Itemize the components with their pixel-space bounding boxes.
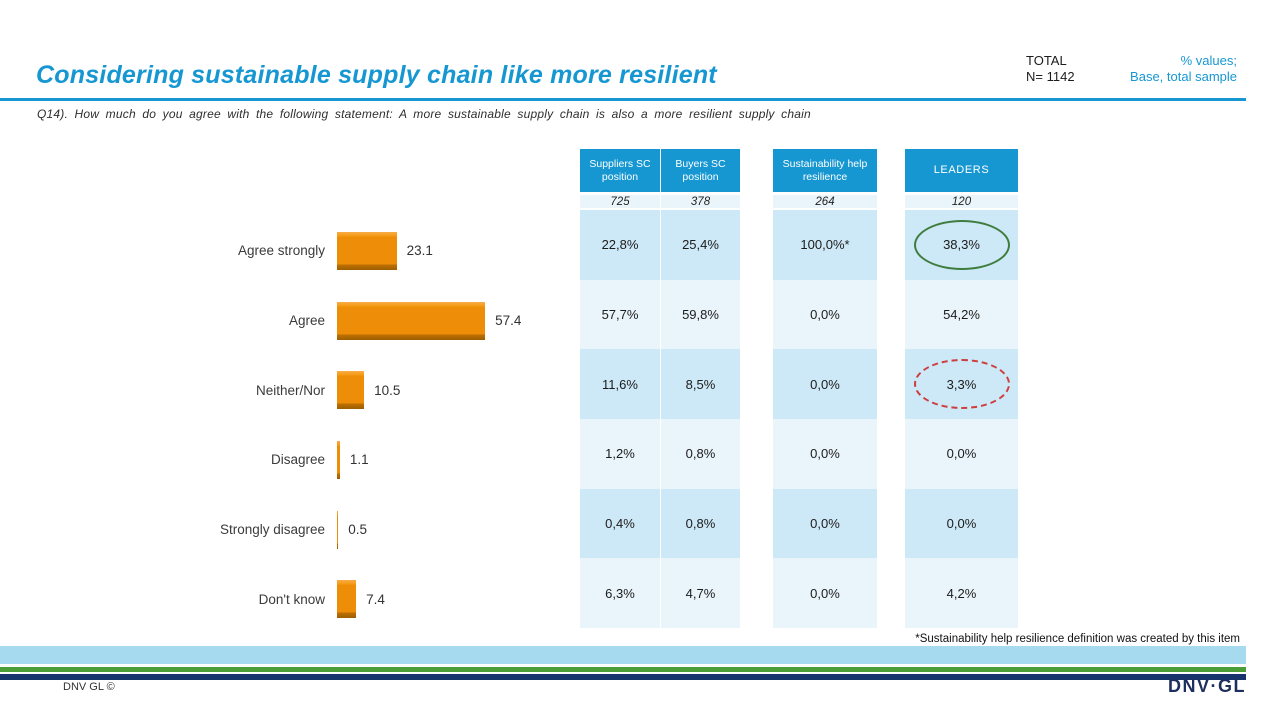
column-header: Buyers SC position xyxy=(661,149,740,192)
bar-strongly-disagree xyxy=(337,510,339,549)
bar-dont-know xyxy=(337,580,357,619)
total-label: TOTAL xyxy=(1026,53,1067,68)
bar-agree-strongly xyxy=(337,231,397,270)
column-buyers: Buyers SC position 378 25,4% 59,8% 8,5% … xyxy=(661,149,740,629)
table-cell: 3,3% xyxy=(905,349,1018,420)
bar-agree xyxy=(337,301,486,340)
column-header: Sustainability help resilience xyxy=(773,149,877,192)
table-cell: 59,8% xyxy=(661,279,740,350)
table-cell: 0,4% xyxy=(580,488,660,559)
chart-row-dont-know: Don't know 7.4 xyxy=(0,564,570,634)
table-cell: 0,0% xyxy=(773,279,877,350)
footer-band-lightblue xyxy=(0,646,1246,664)
chart-row-agree-strongly: Agree strongly 23.1 xyxy=(0,216,570,286)
table-cell: 8,5% xyxy=(661,349,740,420)
column-cells: 100,0%* 0,0% 0,0% 0,0% 0,0% 0,0% xyxy=(773,210,877,629)
column-base-n: 378 xyxy=(661,195,740,208)
table-cell: 0,0% xyxy=(773,419,877,489)
category-label: Don't know xyxy=(258,591,325,607)
footer-band-green xyxy=(0,667,1246,672)
column-suppliers: Suppliers SC position 725 22,8% 57,7% 11… xyxy=(580,149,660,629)
column-cells: 38,3% 54,2% 3,3% 0,0% 0,0% 4,2% xyxy=(905,210,1018,629)
column-leaders: LEADERS 120 38,3% 54,2% 3,3% 0,0% 0,0% 4… xyxy=(905,149,1018,629)
category-label: Agree xyxy=(288,313,325,329)
table-cell: 1,2% xyxy=(580,419,660,489)
bar-value-label: 10.5 xyxy=(374,382,401,398)
values-note-line2: Base, total sample xyxy=(1130,69,1237,84)
values-note-line1: % values; xyxy=(1180,53,1237,68)
bar-value-label: 7.4 xyxy=(366,591,385,607)
copyright-text: DNV GL © xyxy=(63,681,115,693)
chart-row-strongly-disagree: Strongly disagree 0.5 xyxy=(0,495,570,565)
table-cell: 0,8% xyxy=(661,419,740,489)
title-underline xyxy=(0,98,1246,101)
column-cells: 25,4% 59,8% 8,5% 0,8% 0,8% 4,7% xyxy=(661,210,740,629)
total-sample-block: TOTAL N= 1142 xyxy=(1026,53,1075,85)
column-sustainability-help: Sustainability help resilience 264 100,0… xyxy=(773,149,877,629)
chart-row-agree: Agree 57.4 xyxy=(0,286,570,356)
table-cell: 6,3% xyxy=(580,558,660,629)
table-cell: 25,4% xyxy=(661,210,740,280)
table-cell: 22,8% xyxy=(580,210,660,280)
table-cell: 57,7% xyxy=(580,279,660,350)
table-cell: 54,2% xyxy=(905,279,1018,350)
total-n-value: N= 1142 xyxy=(1026,69,1075,84)
chart-row-disagree: Disagree 1.1 xyxy=(0,425,570,495)
table-cell: 0,0% xyxy=(773,488,877,559)
bar-value-label: 0.5 xyxy=(348,522,368,538)
category-label: Agree strongly xyxy=(237,243,325,259)
column-base-n: 120 xyxy=(905,195,1018,208)
category-label: Neither/Nor xyxy=(255,382,325,398)
question-text: Q14). How much do you agree with the fol… xyxy=(37,107,811,121)
table-cell: 0,0% xyxy=(905,419,1018,489)
bar-neither-nor xyxy=(337,371,365,410)
footnote-text: *Sustainability help resilience definiti… xyxy=(915,633,1240,645)
column-base-n: 725 xyxy=(580,195,660,208)
footer-band-navy xyxy=(0,674,1246,680)
page-title: Considering sustainable supply chain lik… xyxy=(36,61,717,89)
table-cell: 0,0% xyxy=(905,488,1018,559)
table-cell: 0,0% xyxy=(773,558,877,629)
chart-row-neither-nor: Neither/Nor 10.5 xyxy=(0,355,570,425)
table-cell: 4,7% xyxy=(661,558,740,629)
bar-chart: Agree strongly 23.1 Agree 57.4 Neither/N… xyxy=(0,216,570,634)
cell-value: 3,3% xyxy=(946,376,977,392)
category-label: Strongly disagree xyxy=(219,522,325,538)
bar-value-label: 57.4 xyxy=(495,313,522,329)
table-cell: 0,8% xyxy=(661,488,740,559)
column-header: Suppliers SC position xyxy=(580,149,660,192)
column-base-n: 264 xyxy=(773,195,877,208)
bar-value-label: 1.1 xyxy=(349,452,369,468)
table-cell: 100,0%* xyxy=(773,210,877,280)
table-cell: 0,0% xyxy=(773,349,877,420)
bar-disagree xyxy=(337,440,340,479)
category-label: Disagree xyxy=(270,452,325,468)
column-header: LEADERS xyxy=(905,149,1018,192)
table-cell: 4,2% xyxy=(905,558,1018,629)
values-note-block: % values; Base, total sample xyxy=(1130,53,1237,85)
cell-value: 38,3% xyxy=(943,237,980,253)
dnv-gl-logo: DNV·GL xyxy=(1168,676,1246,696)
bar-value-label: 23.1 xyxy=(406,243,433,259)
table-cell: 38,3% xyxy=(905,210,1018,280)
table-cell: 11,6% xyxy=(580,349,660,420)
column-cells: 22,8% 57,7% 11,6% 1,2% 0,4% 6,3% xyxy=(580,210,660,629)
